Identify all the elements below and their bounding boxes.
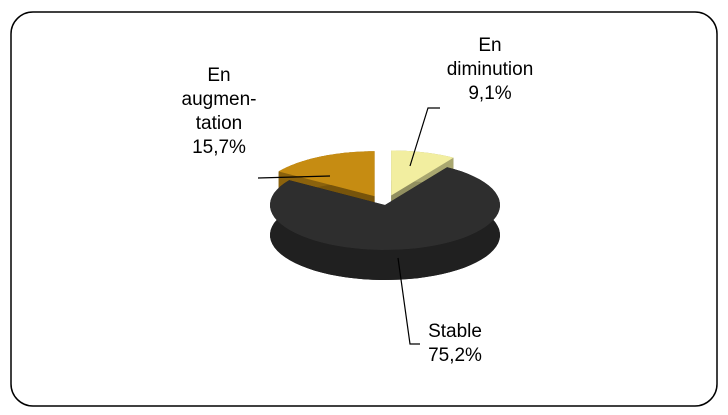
pie-slice bbox=[270, 167, 500, 280]
slice-top bbox=[391, 150, 454, 196]
slice-label: En augmen-tation 15,7% bbox=[178, 64, 260, 160]
slice-label: En diminution 9,1% bbox=[440, 34, 540, 106]
leader-line bbox=[257, 175, 331, 179]
value-label: 15,7% bbox=[192, 137, 246, 158]
category-label: En augmen-tation bbox=[181, 65, 257, 134]
slice-label: Stable 75,2% bbox=[405, 320, 505, 368]
pie bbox=[270, 150, 500, 280]
value-label: 75,2% bbox=[428, 345, 482, 366]
category-label: Stable bbox=[428, 321, 482, 342]
leader-line bbox=[397, 257, 420, 345]
leader-line bbox=[409, 107, 440, 167]
slice-rim bbox=[270, 167, 500, 280]
slice-top bbox=[270, 167, 500, 250]
category-label: En diminution bbox=[446, 35, 534, 80]
slice-top bbox=[278, 151, 375, 197]
value-label: 9,1% bbox=[468, 83, 512, 104]
